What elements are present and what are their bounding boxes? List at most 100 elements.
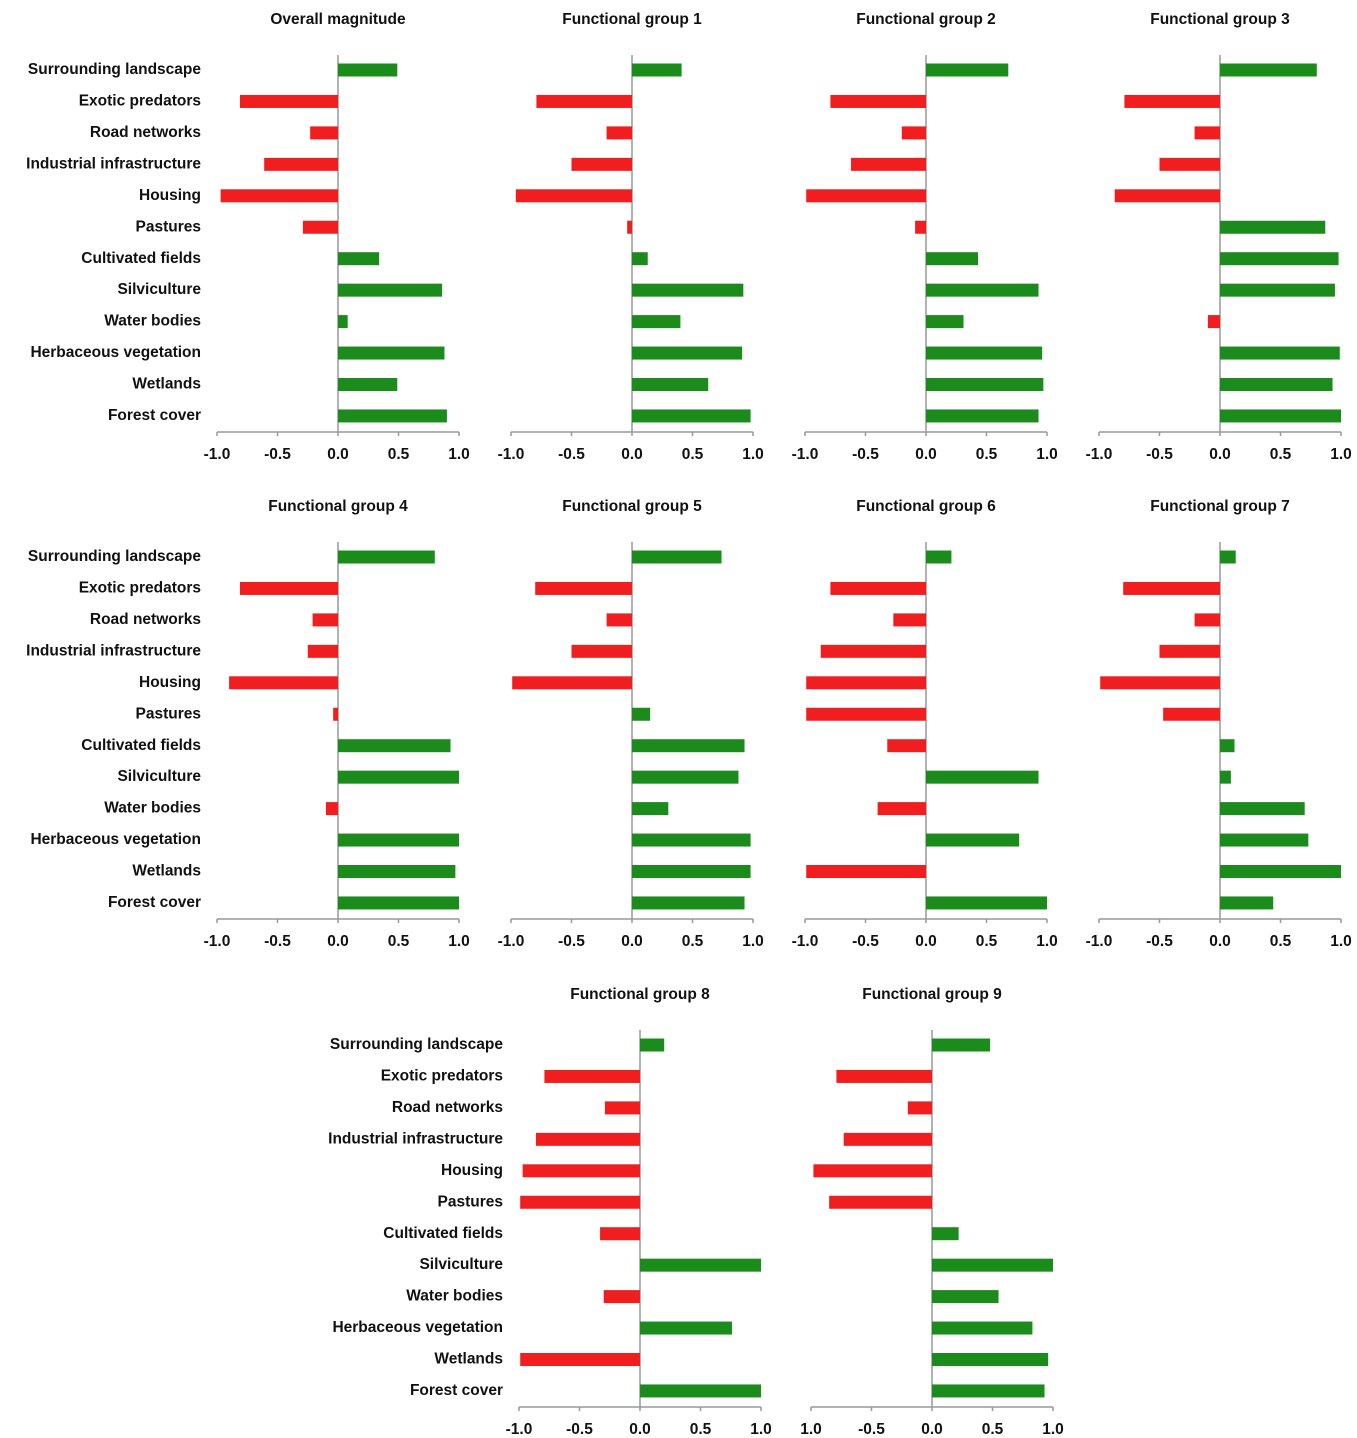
bar bbox=[640, 1258, 761, 1272]
panel-title: Functional group 1 bbox=[562, 11, 702, 28]
bar bbox=[926, 833, 1020, 847]
bar bbox=[830, 581, 926, 595]
bar bbox=[535, 1132, 640, 1146]
bar bbox=[603, 1290, 640, 1304]
x-tick-label: 1.0 bbox=[1330, 933, 1352, 950]
x-tick-label: 0.0 bbox=[629, 1421, 651, 1438]
category-label: Forest cover bbox=[108, 894, 201, 911]
bar bbox=[932, 1353, 1049, 1366]
bar bbox=[520, 1195, 640, 1209]
x-tick-label: 1.0 bbox=[448, 446, 470, 463]
bar bbox=[239, 581, 338, 595]
x-tick-label: 0.5 bbox=[1270, 933, 1292, 950]
bar bbox=[312, 613, 338, 627]
category-label: Forest cover bbox=[410, 1382, 503, 1399]
category-label: Cultivated fields bbox=[81, 250, 201, 267]
x-tick-label: -1.0 bbox=[498, 446, 525, 463]
bar bbox=[632, 315, 681, 329]
x-tick-label: 1.0 bbox=[1330, 446, 1352, 463]
bar bbox=[632, 252, 648, 266]
category-label: Road networks bbox=[90, 611, 201, 628]
bar bbox=[1100, 676, 1220, 690]
bar bbox=[829, 1195, 932, 1209]
bar bbox=[1220, 550, 1236, 564]
category-label: Pastures bbox=[438, 1193, 503, 1210]
category-label: Pastures bbox=[136, 218, 201, 235]
x-tick-label: 0.0 bbox=[327, 446, 349, 463]
bar bbox=[1220, 739, 1235, 753]
x-tick-label: -1.0 bbox=[204, 933, 231, 950]
x-tick-label: -0.5 bbox=[566, 1421, 593, 1438]
bar bbox=[915, 220, 926, 234]
x-tick-label: 0.5 bbox=[388, 446, 410, 463]
bar bbox=[632, 283, 744, 297]
panel-title: Functional group 9 bbox=[862, 986, 1002, 1003]
bar bbox=[220, 189, 338, 203]
category-label: Exotic predators bbox=[381, 1068, 503, 1085]
bar bbox=[515, 189, 632, 203]
bar bbox=[893, 613, 926, 627]
panel-title: Functional group 3 bbox=[1150, 11, 1290, 28]
bar bbox=[338, 378, 398, 391]
bar bbox=[325, 802, 338, 816]
bar bbox=[806, 676, 926, 690]
bar bbox=[338, 896, 459, 910]
bar bbox=[338, 409, 447, 423]
bar bbox=[544, 1069, 640, 1083]
bar bbox=[632, 865, 751, 878]
bar bbox=[926, 283, 1039, 297]
bar bbox=[1194, 126, 1220, 140]
bar bbox=[1220, 63, 1317, 77]
x-tick-label: 1.0 bbox=[1036, 446, 1058, 463]
x-tick-label: 1.0 bbox=[1042, 1421, 1064, 1438]
bar bbox=[1220, 896, 1274, 910]
category-label: Wetlands bbox=[132, 376, 201, 393]
category-label: Cultivated fields bbox=[383, 1225, 503, 1242]
x-tick-label: 0.5 bbox=[388, 933, 410, 950]
bar bbox=[1220, 283, 1335, 297]
bar bbox=[338, 770, 459, 784]
category-label: Herbaceous vegetation bbox=[30, 831, 201, 848]
bar bbox=[926, 346, 1043, 360]
bar bbox=[632, 346, 743, 360]
bar bbox=[627, 220, 632, 234]
x-tick-label: -0.5 bbox=[558, 933, 585, 950]
x-tick-label: 0.5 bbox=[682, 446, 704, 463]
category-label: Forest cover bbox=[108, 407, 201, 424]
bar bbox=[338, 283, 443, 297]
x-tick-label: 1.0 bbox=[800, 1421, 822, 1438]
bar bbox=[606, 613, 632, 627]
bar bbox=[338, 252, 380, 266]
category-label: Herbaceous vegetation bbox=[30, 344, 201, 361]
bar bbox=[1220, 409, 1341, 423]
bar bbox=[850, 157, 926, 171]
bar bbox=[1123, 581, 1220, 595]
bar bbox=[926, 378, 1044, 391]
bar bbox=[926, 315, 964, 329]
bar bbox=[926, 770, 1039, 784]
bar bbox=[632, 802, 669, 816]
x-tick-label: -0.5 bbox=[1146, 446, 1173, 463]
category-label: Cultivated fields bbox=[81, 737, 201, 754]
category-label: Road networks bbox=[392, 1099, 503, 1116]
x-tick-label: -1.0 bbox=[1086, 933, 1113, 950]
x-tick-label: -0.5 bbox=[858, 1421, 885, 1438]
x-tick-label: 0.5 bbox=[690, 1421, 712, 1438]
bar bbox=[338, 315, 348, 329]
x-tick-label: 0.5 bbox=[982, 1421, 1004, 1438]
bar bbox=[302, 220, 338, 234]
bar bbox=[806, 865, 926, 878]
panel-title: Functional group 4 bbox=[268, 498, 408, 515]
bar bbox=[813, 1164, 932, 1178]
panel-title: Functional group 5 bbox=[562, 498, 702, 515]
bar bbox=[926, 550, 952, 564]
category-label: Herbaceous vegetation bbox=[332, 1319, 503, 1336]
bar bbox=[843, 1132, 932, 1146]
bar bbox=[932, 1038, 991, 1052]
bar bbox=[338, 550, 435, 564]
x-tick-label: 0.0 bbox=[1209, 446, 1231, 463]
bar bbox=[632, 833, 751, 847]
category-label: Pastures bbox=[136, 705, 201, 722]
x-tick-label: 0.5 bbox=[976, 446, 998, 463]
